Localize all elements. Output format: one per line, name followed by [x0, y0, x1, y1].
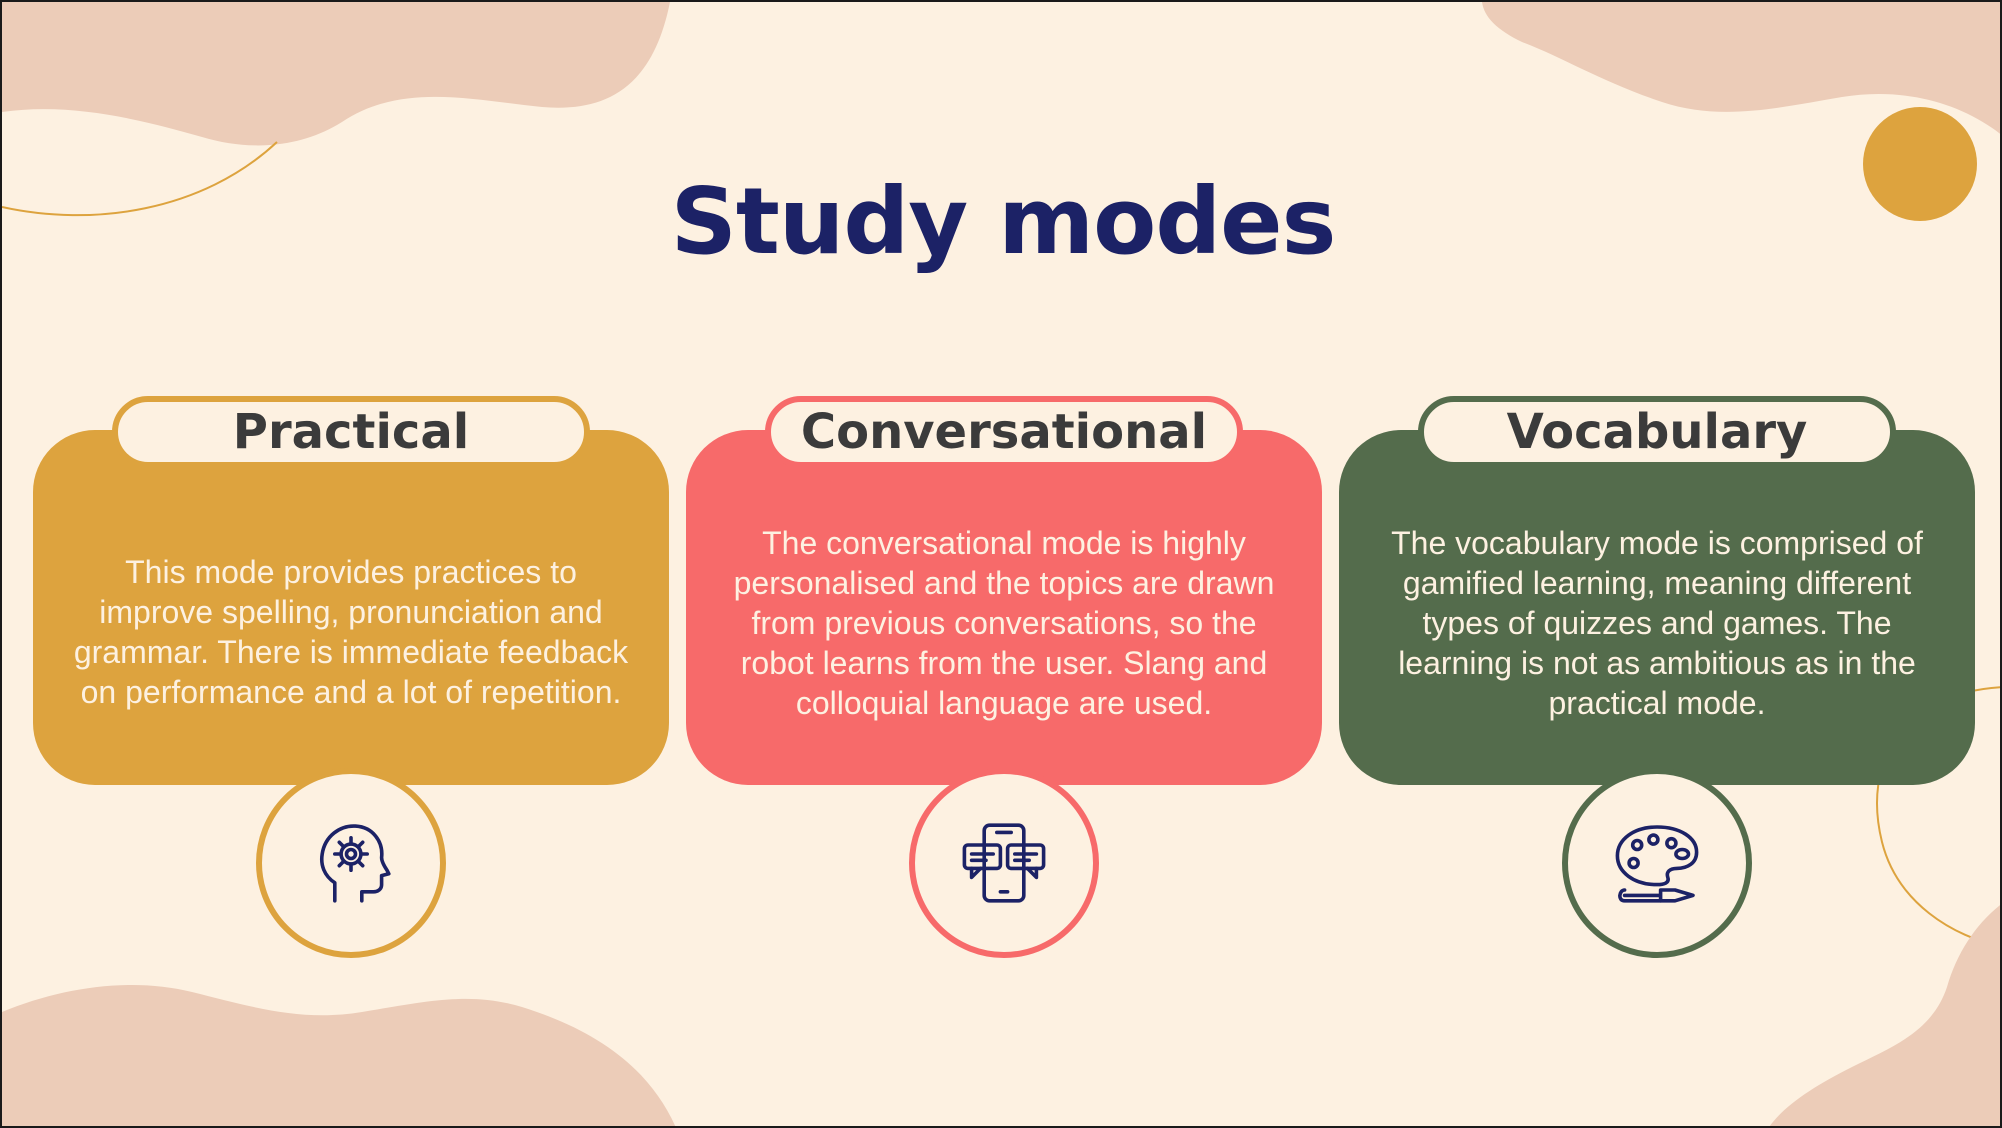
practical-icon-badge: [256, 768, 446, 958]
conversational-description: The conversational mode is highly person…: [733, 524, 1275, 721]
conversational-tab: Conversational: [765, 396, 1243, 468]
practical-tab: Practical: [112, 396, 590, 468]
palette-brush-icon: [1615, 825, 1699, 903]
slide-title: Study modes: [670, 168, 1337, 275]
vocabulary-description: The vocabulary mode is comprised of gami…: [1391, 524, 1923, 721]
vocabulary-icon-badge: [1562, 768, 1752, 958]
conversational-label: Conversational: [800, 404, 1208, 460]
head-gear-icon: [319, 824, 391, 903]
phone-chat-icon: [962, 823, 1046, 903]
top-right-blob: [1482, 2, 2000, 134]
practical-label: Practical: [232, 404, 470, 460]
practical-card: This mode provides practices to improve …: [33, 430, 669, 785]
conversational-icon-badge: [909, 768, 1099, 958]
top-left-arc: [2, 141, 278, 217]
bottom-left-blob: [2, 984, 676, 1126]
top-right-dot: [1863, 107, 1977, 221]
vocabulary-card: The vocabulary mode is comprised of gami…: [1339, 430, 1975, 785]
vocabulary-tab: Vocabulary: [1418, 396, 1896, 468]
practical-description: This mode provides practices to improve …: [73, 553, 629, 710]
vocabulary-label: Vocabulary: [1506, 404, 1808, 460]
conversational-card: The conversational mode is highly person…: [686, 430, 1322, 785]
top-left-blob: [2, 2, 670, 146]
bottom-right-blob: [1769, 905, 2000, 1126]
